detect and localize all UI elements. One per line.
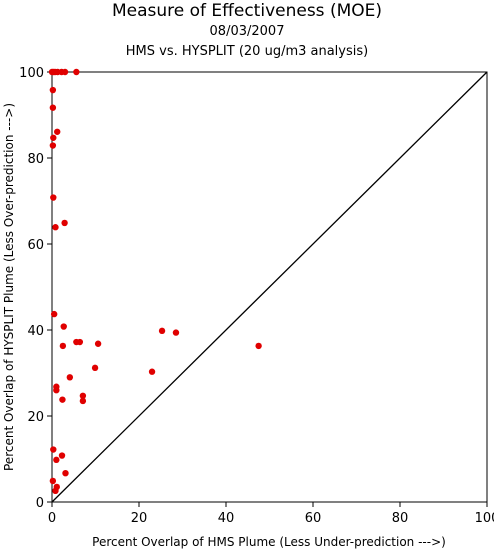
y-tick-label: 100 [19, 66, 44, 81]
data-point [52, 224, 59, 231]
x-tick-label: 0 [48, 511, 56, 526]
x-tick-label: 80 [392, 511, 409, 526]
data-point [59, 396, 66, 403]
data-point [49, 477, 57, 485]
data-point [76, 338, 84, 346]
y-tick-label: 60 [27, 238, 44, 253]
data-point [79, 392, 87, 399]
x-tick-label: 60 [305, 511, 322, 526]
one-to-one-reference-line [51, 71, 488, 503]
data-point [50, 134, 57, 141]
plot-frame [51, 71, 488, 503]
data-point [66, 374, 74, 381]
data-point [58, 452, 66, 459]
data-point [148, 368, 156, 375]
data-point [91, 364, 99, 372]
data-point [59, 342, 67, 350]
chart-date: 08/03/2007 [209, 24, 285, 39]
y-tick-label: 20 [27, 410, 44, 425]
x-tick-label: 100 [475, 511, 494, 526]
data-point [158, 327, 166, 335]
data-point [50, 194, 57, 201]
data-point [61, 68, 69, 76]
x-tick-label: 20 [131, 511, 148, 526]
data-point [52, 487, 59, 495]
y-tick-label: 80 [27, 152, 44, 167]
data-point [49, 142, 57, 149]
data-point [49, 104, 57, 111]
chart-title: Measure of Effectiveness (MOE) [111, 1, 383, 21]
data-point [61, 219, 68, 227]
y-tick-label: 0 [36, 496, 44, 511]
axis-ticks: 0 20 40 60 80 100 0 20 40 60 80 100 [19, 66, 494, 526]
data-points [48, 68, 262, 495]
data-point [50, 446, 57, 453]
data-point [79, 397, 87, 405]
y-axis-label: Percent Overlap of HYSPLIT Plume (Less O… [2, 103, 16, 471]
x-tick-label: 40 [218, 511, 235, 526]
data-point [53, 387, 60, 394]
data-point [94, 340, 102, 347]
data-point [172, 329, 180, 336]
chart-subtitle: HMS vs. HYSPLIT (20 ug/m3 analysis) [125, 44, 369, 59]
data-point [255, 342, 262, 350]
data-point [54, 128, 61, 135]
data-point [73, 68, 80, 76]
x-axis-label: Percent Overlap of HMS Plume (Less Under… [92, 535, 446, 549]
data-point [49, 86, 57, 94]
data-point [50, 310, 58, 318]
data-point [53, 456, 60, 464]
y-tick-label: 40 [27, 324, 44, 339]
data-point [60, 323, 67, 330]
data-point [62, 469, 69, 477]
